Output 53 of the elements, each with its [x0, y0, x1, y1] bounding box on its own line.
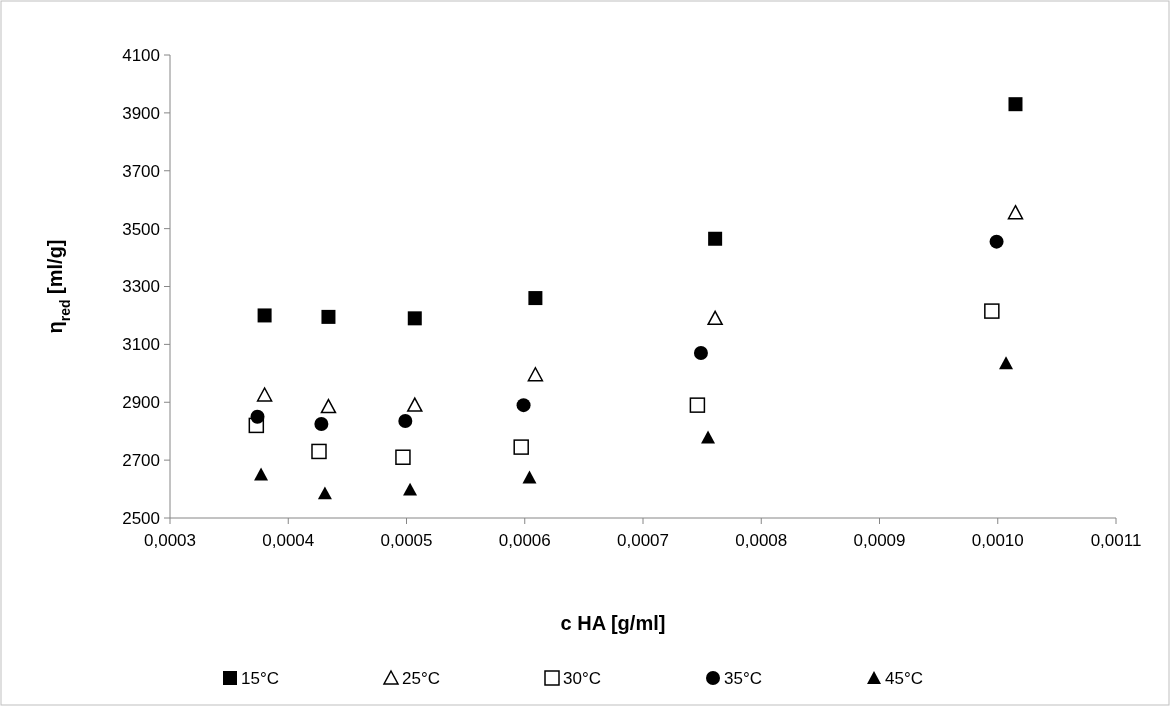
point: [256, 387, 273, 402]
point: [527, 367, 544, 382]
y-tick-label: 2700: [122, 451, 160, 471]
point: [403, 482, 418, 496]
legend-label: 45°C: [885, 668, 923, 688]
legend-label: 25°C: [402, 668, 440, 688]
point: [528, 291, 543, 306]
y-tick-label: 2500: [122, 508, 160, 528]
legend-label: 15°C: [241, 668, 279, 688]
point: [989, 234, 1004, 249]
y-tick-label: 3900: [122, 103, 160, 123]
x-tick-label: 0,0008: [735, 531, 788, 550]
point: [257, 308, 272, 323]
x-tick-label: 0,0005: [380, 531, 433, 550]
point: [516, 398, 531, 413]
point: [407, 311, 422, 326]
point: [701, 430, 716, 444]
x-tick-label: 0,0003: [144, 531, 196, 550]
y-tick-label: 3300: [122, 277, 160, 297]
point: [693, 346, 708, 361]
point: [522, 470, 537, 484]
point: [314, 416, 329, 431]
point: [317, 486, 332, 500]
x-tick-label: 0,0011: [1090, 531, 1142, 550]
point: [254, 467, 269, 481]
x-axis-title: c HA [g/ml]: [560, 612, 666, 634]
x-tick-label: 0,0010: [971, 531, 1024, 550]
point: [984, 303, 1000, 319]
point: [689, 397, 706, 413]
point: [513, 439, 529, 455]
legend-label: 30°C: [563, 668, 601, 688]
point: [999, 356, 1014, 370]
point: [250, 409, 265, 424]
point: [1008, 97, 1023, 112]
point: [1007, 204, 1024, 220]
point: [311, 443, 327, 460]
x-tick-label: 0,0007: [617, 531, 669, 550]
point: [320, 398, 337, 414]
y-tick-label: 2900: [122, 393, 160, 413]
x-tick-label: 0,0009: [853, 531, 906, 550]
x-tick-label: 0,0006: [498, 531, 551, 550]
y-tick-label: 4100: [122, 45, 160, 65]
y-tick-label: 3700: [122, 161, 160, 181]
y-tick-label: 3500: [122, 219, 160, 239]
legend-label: 35°C: [724, 668, 762, 688]
point: [707, 310, 723, 326]
point: [321, 309, 336, 324]
point: [708, 231, 723, 246]
point: [395, 449, 411, 465]
y-tick-label: 3100: [122, 335, 160, 355]
point: [407, 397, 423, 412]
x-tick-label: 0,0004: [262, 531, 315, 550]
point: [398, 414, 413, 429]
